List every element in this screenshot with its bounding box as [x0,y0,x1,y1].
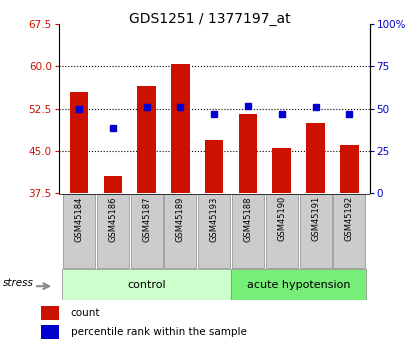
Text: GSM45191: GSM45191 [311,196,320,241]
Bar [340,145,359,193]
Bar [205,140,223,193]
FancyBboxPatch shape [266,194,298,268]
Text: GSM45189: GSM45189 [176,196,185,241]
Text: stress: stress [3,278,34,288]
FancyBboxPatch shape [232,194,264,268]
Text: GDS1251 / 1377197_at: GDS1251 / 1377197_at [129,12,291,26]
Text: GSM45192: GSM45192 [345,196,354,241]
Bar [104,176,122,193]
FancyBboxPatch shape [299,194,332,268]
FancyBboxPatch shape [97,194,129,268]
Bar [70,92,88,193]
Bar [239,114,257,193]
Text: percentile rank within the sample: percentile rank within the sample [71,327,247,337]
FancyBboxPatch shape [131,194,163,268]
FancyBboxPatch shape [198,194,230,268]
Bar [41,325,60,338]
Bar [306,123,325,193]
Text: GSM45184: GSM45184 [75,196,84,241]
Bar [171,63,190,193]
Bar [41,306,60,319]
Text: control: control [127,280,166,289]
Text: GSM45193: GSM45193 [210,196,219,241]
Text: GSM45190: GSM45190 [277,196,286,241]
Text: acute hypotension: acute hypotension [247,280,350,289]
Bar [137,86,156,193]
Text: GSM45188: GSM45188 [244,196,252,242]
FancyBboxPatch shape [231,269,366,300]
FancyBboxPatch shape [164,194,197,268]
Text: GSM45186: GSM45186 [108,196,117,242]
FancyBboxPatch shape [63,194,95,268]
FancyBboxPatch shape [333,194,365,268]
Text: GSM45187: GSM45187 [142,196,151,242]
Text: count: count [71,308,100,318]
Bar [273,148,291,193]
FancyBboxPatch shape [62,269,231,300]
